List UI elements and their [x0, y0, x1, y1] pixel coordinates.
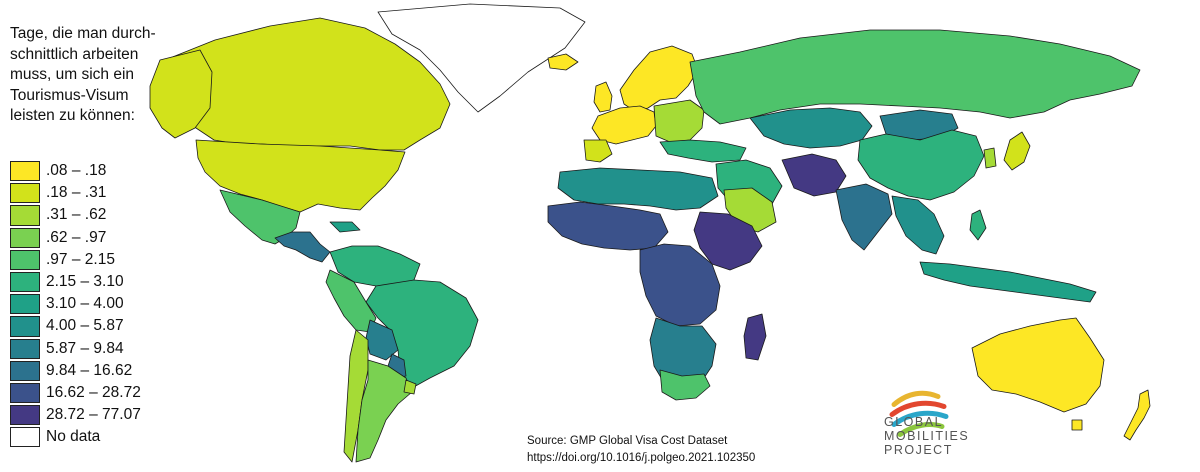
north-africa-region [557, 167, 719, 211]
source-doi: https://doi.org/10.1016/j.polgeo.2021.10… [527, 452, 756, 464]
turkey-region [659, 139, 747, 163]
legend-label: .08 – .18 [46, 162, 107, 180]
legend-swatch [10, 427, 40, 448]
canada-region [164, 17, 451, 151]
iberia-region [583, 139, 613, 163]
legend-item: 5.87 – 9.84 [10, 338, 141, 360]
philippines-region [969, 209, 987, 241]
central-africa-region [639, 243, 721, 327]
south-west-asia-region [781, 153, 847, 197]
legend-item: 4.00 – 5.87 [10, 315, 141, 337]
legend-label: 28.72 – 77.07 [46, 406, 141, 424]
russia-region [689, 29, 1141, 125]
legend-item: .62 – .97 [10, 227, 141, 249]
legend-title: Tage, die man durch- schnittlich arbeite… [10, 24, 180, 127]
legend-swatch [10, 294, 40, 315]
alaska-region [149, 49, 213, 139]
japan-region [1003, 131, 1031, 171]
legend-title-line: Tage, die man durch- [10, 25, 156, 42]
legend-swatch [10, 316, 40, 337]
legend-item: 16.62 – 28.72 [10, 382, 141, 404]
korea-region [983, 147, 997, 169]
legend-label: .62 – .97 [46, 228, 107, 246]
legend-label: 3.10 – 4.00 [46, 295, 124, 313]
legend-swatch [10, 183, 40, 204]
brazil-region [365, 279, 479, 389]
legend-swatch [10, 271, 40, 293]
legend-item: .97 – 2.15 [10, 249, 141, 271]
central-america-region [274, 231, 331, 263]
legend-item: 3.10 – 4.00 [10, 293, 141, 315]
legend-item: .31 – .62 [10, 204, 141, 226]
new-zealand-region [1123, 389, 1151, 441]
logo-stripe [891, 390, 941, 407]
legend-swatch [10, 382, 40, 404]
legend-item: .08 – .18 [10, 160, 141, 182]
western-europe-region [591, 105, 657, 145]
australia-region [971, 317, 1105, 413]
argentina-region [355, 359, 413, 463]
southeast-asia-region [891, 195, 945, 255]
legend-title-line: muss, um sich ein [10, 66, 135, 83]
uruguay-region [403, 379, 417, 395]
source-note: Source: GMP Global Visa Cost Dataset htt… [527, 433, 755, 467]
logo-text: GLOBAL MOBILITIES PROJECT [884, 415, 969, 457]
legend-label: .31 – .62 [46, 206, 107, 224]
legend-title-line: leisten zu können: [10, 107, 135, 124]
logo-text-line: GLOBAL [884, 415, 944, 429]
iceland-region [547, 53, 579, 71]
peru-region [325, 269, 377, 333]
legend-item: 2.15 – 3.10 [10, 271, 141, 293]
legend-swatch [10, 405, 40, 426]
legend-label: .97 – 2.15 [46, 250, 115, 268]
china-region [857, 129, 985, 201]
legend-swatch [10, 205, 40, 226]
legend-title-line: schnittlich arbeiten [10, 45, 139, 63]
caribbean-region [329, 221, 361, 233]
logo-text-line: PROJECT [884, 443, 953, 457]
legend-item: .18 – .31 [10, 182, 141, 204]
logo-stripe [889, 400, 947, 417]
india-region [835, 183, 893, 251]
central-asia-region [749, 107, 873, 149]
greenland-region [377, 3, 586, 113]
legend: .08 – .18 .18 – .31 .31 – .62 .62 – .97 .97 … [10, 160, 141, 448]
logo-stripe [897, 422, 945, 437]
madagascar-region [743, 313, 767, 361]
west-africa-region [547, 201, 669, 251]
source-line: Source: GMP Global Visa Cost Dataset [527, 435, 728, 447]
legend-swatch [10, 227, 40, 248]
legend-label: 2.15 – 3.10 [46, 273, 124, 291]
tasmania-region [1071, 419, 1083, 431]
uk-region [593, 81, 613, 113]
legend-label: 4.00 – 5.87 [46, 317, 124, 335]
logo-stripe [891, 410, 949, 427]
legend-label: .18 – .31 [46, 184, 107, 202]
legend-label: 16.62 – 28.72 [46, 383, 141, 401]
usa-region [195, 139, 406, 213]
logo-text-line: MOBILITIES [884, 429, 970, 443]
legend-item: 28.72 – 77.07 [10, 404, 141, 426]
east-africa-region [693, 211, 763, 271]
legend-swatch [10, 360, 40, 381]
legend-label: No data [46, 428, 101, 446]
legend-swatch [10, 338, 40, 359]
global-mobilities-project-logo [889, 390, 949, 437]
legend-item: No data [10, 426, 141, 448]
legend-swatch [10, 249, 40, 270]
eastern-europe-region [653, 99, 705, 143]
legend-label: 9.84 – 16.62 [46, 361, 133, 379]
legend-item: 9.84 – 16.62 [10, 360, 141, 382]
legend-label: 5.87 – 9.84 [46, 339, 124, 357]
legend-swatch [10, 161, 40, 182]
indonesia-region [919, 261, 1097, 303]
south-africa-region [659, 369, 711, 401]
legend-title-line: Tourismus-Visum [10, 86, 129, 104]
